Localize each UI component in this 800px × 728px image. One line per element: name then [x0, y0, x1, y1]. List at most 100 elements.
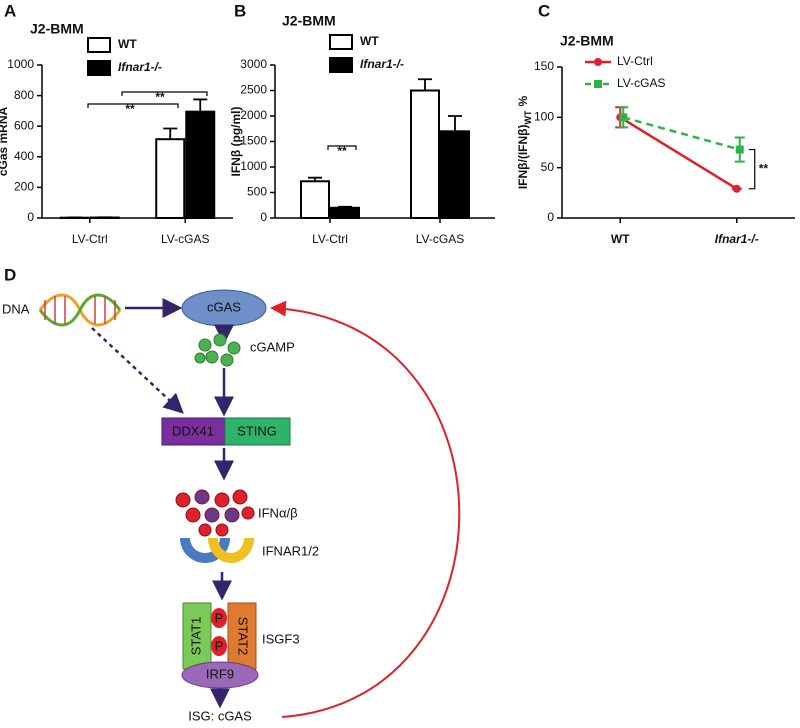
legend-swatch: [87, 60, 111, 76]
legend-swatch: [329, 34, 353, 50]
y-tick-label: 1000: [240, 159, 267, 173]
p-label: P: [215, 610, 224, 625]
y-tick-label: 50: [541, 160, 555, 174]
bar: [300, 180, 330, 219]
x-tick-label: WT: [611, 232, 630, 246]
stat2-label: STAT2: [236, 617, 251, 656]
chart-title: J2-BMM: [282, 13, 336, 29]
error-bar: [418, 78, 432, 91]
bar: [155, 138, 186, 219]
isgf3-label: ISGF3: [262, 631, 300, 646]
isg-label: ISG: cGAS: [188, 708, 252, 723]
y-label-part: IFNβ/(IFNβ): [516, 125, 530, 190]
legend-marker: [594, 80, 602, 88]
legend-label: WT: [118, 37, 137, 51]
point: [732, 184, 741, 193]
bar: [185, 110, 216, 219]
y-tick-label: 2500: [240, 83, 267, 97]
y-tick-label: 500: [247, 185, 267, 199]
y-tick-label: 0: [27, 210, 34, 224]
bar: [440, 130, 470, 219]
panel-label: C: [538, 1, 550, 20]
error-bar: [338, 205, 352, 208]
dna-strand: [38, 293, 122, 327]
y-axis-label: cGas mRNA: [0, 106, 10, 176]
significance-label: **: [155, 90, 165, 104]
significance-bracket: [121, 91, 208, 96]
x-tick-label: LV-Ctrl: [72, 232, 108, 246]
point: [619, 113, 628, 122]
stat1-label: STAT1: [188, 617, 203, 656]
bar: [410, 89, 440, 219]
chart-title: J2-BMM: [30, 21, 84, 37]
bar: [330, 206, 360, 220]
sting-box: [224, 417, 291, 446]
cgamp-label: cGAMP: [250, 339, 295, 354]
y-tick-label: 400: [14, 149, 34, 163]
legend-label: Ifnar1-/-: [360, 57, 404, 71]
receptor: [208, 538, 254, 563]
legend-swatch: [87, 37, 111, 53]
phospho: [211, 636, 227, 656]
significance-bracket: [87, 103, 179, 108]
y-tick-label: 150: [534, 59, 554, 73]
point: [735, 145, 744, 154]
legend-marker: [594, 58, 602, 66]
cgamp-dots: [194, 333, 241, 367]
significance-bracket: [327, 145, 357, 150]
ifnar-label: IFNAR1/2: [262, 543, 319, 558]
pathway-diagram: D DNA cGAS cGAMP DDX41 STING IFNα/β IFNA…: [2, 265, 461, 723]
dashed-arrow: [91, 327, 184, 414]
panel-label: D: [4, 265, 16, 284]
y-axis-label: IFNβ/(IFNβ)WT%: [516, 96, 533, 190]
y-tick-label: 200: [14, 180, 34, 194]
x-tick-label: LV-Ctrl: [312, 232, 348, 246]
y-tick-label: 1500: [240, 134, 267, 148]
y-label-part: WT: [523, 110, 533, 124]
dna-label: DNA: [2, 301, 30, 316]
ddx41-label: DDX41: [172, 423, 214, 438]
irf9-node: [181, 661, 259, 689]
ifn-label: IFNα/β: [258, 505, 298, 520]
panel-label: B: [234, 1, 246, 20]
legend-label: Ifnar1-/-: [118, 60, 162, 74]
chart-title: J2-BMM: [560, 33, 614, 49]
y-tick-label: 0: [260, 210, 267, 224]
panel-label: A: [4, 1, 16, 20]
significance-label: **: [125, 102, 135, 116]
irf9-label: IRF9: [206, 666, 234, 681]
legend-label: WT: [360, 34, 379, 48]
legend-swatch: [329, 57, 353, 73]
dna-bases: [44, 296, 116, 324]
y-tick-label: 3000: [240, 57, 267, 71]
ifn-dots: [175, 489, 255, 537]
sting-label: STING: [237, 423, 277, 438]
y-label-part: %: [516, 96, 530, 107]
error-bar: [163, 127, 178, 140]
line: [619, 116, 738, 190]
y-tick-label: 800: [14, 88, 34, 102]
y-tick-label: 0: [547, 210, 554, 224]
y-tick-label: 2000: [240, 108, 267, 122]
y-tick-label: 100: [534, 110, 554, 124]
phospho: [211, 608, 227, 628]
error-bar: [193, 98, 208, 112]
y-tick-label: 600: [14, 118, 34, 132]
significance-bracket: [748, 148, 756, 190]
cgas-label: cGAS: [207, 299, 241, 314]
p-label: P: [215, 638, 224, 653]
x-tick-label: LV-cGAS: [416, 232, 464, 246]
legend-label: LV-cGAS: [617, 76, 665, 90]
x-tick-label: Ifnar1-/-: [715, 232, 759, 246]
error-bar: [448, 115, 462, 132]
significance-label: **: [337, 144, 347, 158]
error-bar: [308, 176, 322, 182]
significance-label: **: [759, 161, 769, 175]
y-tick-label: 1000: [7, 57, 34, 71]
x-tick-label: LV-cGAS: [161, 232, 209, 246]
feedback-arrow: [270, 300, 461, 718]
y-axis-label: IFNβ (pg/ml): [229, 107, 243, 177]
line: [622, 116, 741, 151]
legend-label: LV-Ctrl: [617, 54, 653, 68]
